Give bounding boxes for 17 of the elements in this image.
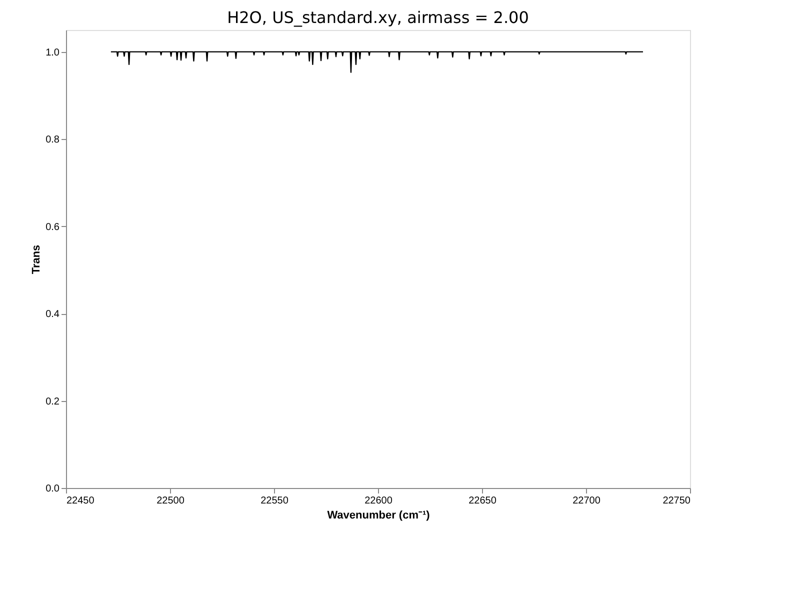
y-tick-label: 0.0 bbox=[46, 484, 60, 494]
y-tick-label: 1.0 bbox=[46, 47, 60, 58]
x-tick-label: 22650 bbox=[468, 496, 497, 506]
y-tick-label: 0.8 bbox=[46, 134, 60, 146]
x-axis-title: Wavenumber (cm⁻¹) bbox=[327, 510, 430, 522]
x-tick-label: 22600 bbox=[364, 496, 393, 506]
y-tick-label: 0.4 bbox=[46, 309, 60, 320]
y-tick-label: 0.2 bbox=[46, 396, 60, 408]
y-tick-label: 0.6 bbox=[46, 222, 60, 233]
x-tick-label: 22500 bbox=[156, 496, 185, 506]
chart-title: H2O, US_standard.xy, airmass = 2.00 bbox=[227, 8, 529, 27]
x-tick-label: 22700 bbox=[572, 496, 601, 506]
x-tick-label: 22750 bbox=[662, 496, 691, 506]
y-axis-title: Trans bbox=[30, 244, 43, 274]
x-tick-label: 22550 bbox=[260, 496, 289, 506]
line-series bbox=[110, 51, 644, 73]
x-tick-label: 22450 bbox=[66, 496, 95, 506]
